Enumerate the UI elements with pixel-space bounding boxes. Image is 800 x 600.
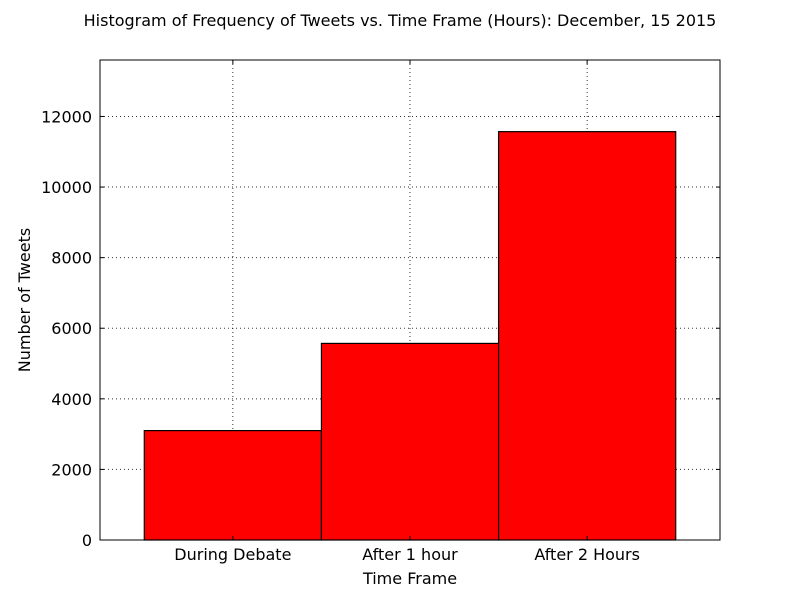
y-axis-label: Number of Tweets	[15, 228, 34, 372]
bar-0	[143, 429, 323, 541]
y-tick-label: 0	[82, 531, 92, 550]
bar-1	[320, 342, 500, 541]
y-tick-label: 6000	[51, 319, 92, 338]
x-tick-label: After 1 hour	[362, 545, 458, 564]
y-tick-label: 12000	[41, 107, 92, 126]
y-tick-label: 2000	[51, 460, 92, 479]
bar-2	[497, 131, 677, 541]
chart-title: Histogram of Frequency of Tweets vs. Tim…	[84, 11, 717, 30]
x-tick-label: After 2 Hours	[534, 545, 640, 564]
x-axis-label: Time Frame	[362, 569, 457, 588]
x-axis-ticks: During Debate After 1 hour After 2 Hours	[174, 60, 640, 564]
y-tick-label: 10000	[41, 178, 92, 197]
y-tick-label: 4000	[51, 390, 92, 409]
x-tick-label: During Debate	[174, 545, 291, 564]
y-axis-ticks: 0 2000 4000 6000 8000 10000 12000	[41, 107, 720, 550]
y-tick-label: 8000	[51, 249, 92, 268]
